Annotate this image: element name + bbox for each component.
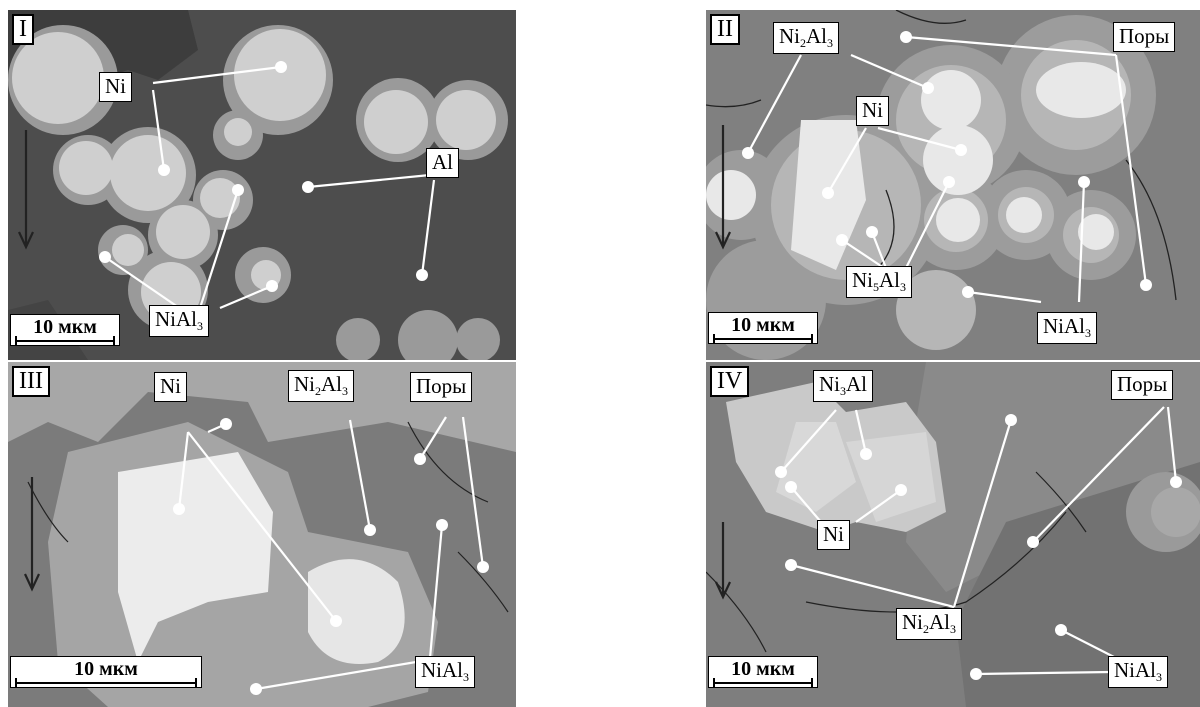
label-nial3: NiAl3 [415, 656, 475, 688]
label-ni5al3-sub2: 3 [900, 280, 906, 294]
micrograph-image-4 [706, 362, 1200, 707]
leader-lines-2 [715, 31, 1152, 304]
label-ni2al3-sub2: 3 [827, 36, 833, 50]
leader-lines-3 [24, 416, 489, 695]
label-ni: Ni [856, 96, 889, 126]
leader-lines-1 [18, 61, 436, 317]
label-ni2al3: Ni2Al3 [773, 22, 839, 54]
label-al: Al [426, 148, 459, 178]
label-nial3-base: NiAl [1043, 314, 1085, 338]
panel-number-3: III [12, 366, 50, 397]
label-nial3-sub: 3 [197, 319, 203, 333]
label-ni3al-al: Al [846, 372, 867, 396]
label-ni2al3: Ni2Al3 [896, 608, 962, 640]
label-ni5al3: Ni5Al3 [846, 266, 912, 298]
micrograph-panel-2: II Ni2Al3 Поры Ni Ni5Al3 NiAl3 10 мкм [706, 10, 1200, 360]
label-pores: Поры [1113, 22, 1176, 52]
scale-bar-label-2: 10 мкм [731, 314, 795, 336]
label-ni-text: Ni [105, 74, 126, 98]
label-ni3al: Ni3Al [813, 370, 873, 402]
label-nial3-sub: 3 [1156, 670, 1162, 684]
panel-number-2: II [710, 14, 740, 45]
micrograph-panel-3: III Ni Ni2Al3 Поры NiAl3 10 мкм [8, 362, 516, 707]
label-ni2al3-sub1: 2 [315, 384, 321, 398]
label-ni: Ni [817, 520, 850, 550]
label-ni: Ni [154, 372, 187, 402]
micrograph-panel-4: IV Ni3Al Поры Ni Ni2Al3 NiAl3 10 мкм [706, 362, 1200, 707]
label-ni2al3-al: Al [929, 610, 950, 634]
label-ni2al3-sub1: 2 [800, 36, 806, 50]
label-nial3-sub: 3 [1085, 326, 1091, 340]
label-pores: Поры [1111, 370, 1174, 400]
label-nial3: NiAl3 [1108, 656, 1168, 688]
label-ni2al3-ni: Ni [779, 24, 800, 48]
label-ni3al-ni: Ni [819, 372, 840, 396]
label-ni2al3-sub2: 3 [950, 622, 956, 636]
label-pores-text: Поры [1117, 372, 1168, 396]
scale-bar-label-3: 10 мкм [74, 658, 138, 680]
label-ni-text: Ni [823, 522, 844, 546]
label-ni5al3-sub1: 5 [873, 280, 879, 294]
label-nial3: NiAl3 [1037, 312, 1097, 344]
label-al-text: Al [432, 150, 453, 174]
label-pores: Поры [410, 372, 473, 402]
scale-bar-4: 10 мкм [708, 656, 818, 688]
scale-bar-label-4: 10 мкм [731, 658, 795, 680]
micrograph-image-2 [706, 10, 1200, 360]
scale-bar-3: 10 мкм [10, 656, 202, 688]
label-pores-text: Поры [1119, 24, 1170, 48]
label-ni2al3-ni: Ni [294, 372, 315, 396]
label-ni2al3: Ni2Al3 [288, 370, 354, 402]
label-ni-text: Ni [862, 98, 883, 122]
panel-number-1: I [12, 14, 34, 45]
label-ni5al3-ni: Ni [852, 268, 873, 292]
label-ni2al3-al: Al [806, 24, 827, 48]
panel-number-4: IV [710, 366, 750, 397]
label-ni3al-sub: 3 [840, 384, 846, 398]
scale-bar-label-1: 10 мкм [33, 316, 97, 338]
label-ni2al3-al: Al [321, 372, 342, 396]
micrograph-panel-1: I Ni Al NiAl3 10 мкм [8, 10, 516, 360]
scale-bar-2: 10 мкм [708, 312, 818, 344]
label-ni: Ni [99, 72, 132, 102]
label-nial3: NiAl3 [149, 305, 209, 337]
label-ni-text: Ni [160, 374, 181, 398]
label-nial3-base: NiAl [155, 307, 197, 331]
label-ni2al3-sub2: 3 [342, 384, 348, 398]
label-nial3-base: NiAl [1114, 658, 1156, 682]
scale-bar-1: 10 мкм [10, 314, 120, 346]
label-ni2al3-ni: Ni [902, 610, 923, 634]
label-ni2al3-sub1: 2 [923, 622, 929, 636]
label-ni5al3-al: Al [879, 268, 900, 292]
label-nial3-sub: 3 [463, 670, 469, 684]
leader-lines-4 [715, 406, 1182, 680]
micrograph-image-3 [8, 362, 516, 707]
label-nial3-base: NiAl [421, 658, 463, 682]
label-pores-text: Поры [416, 374, 467, 398]
